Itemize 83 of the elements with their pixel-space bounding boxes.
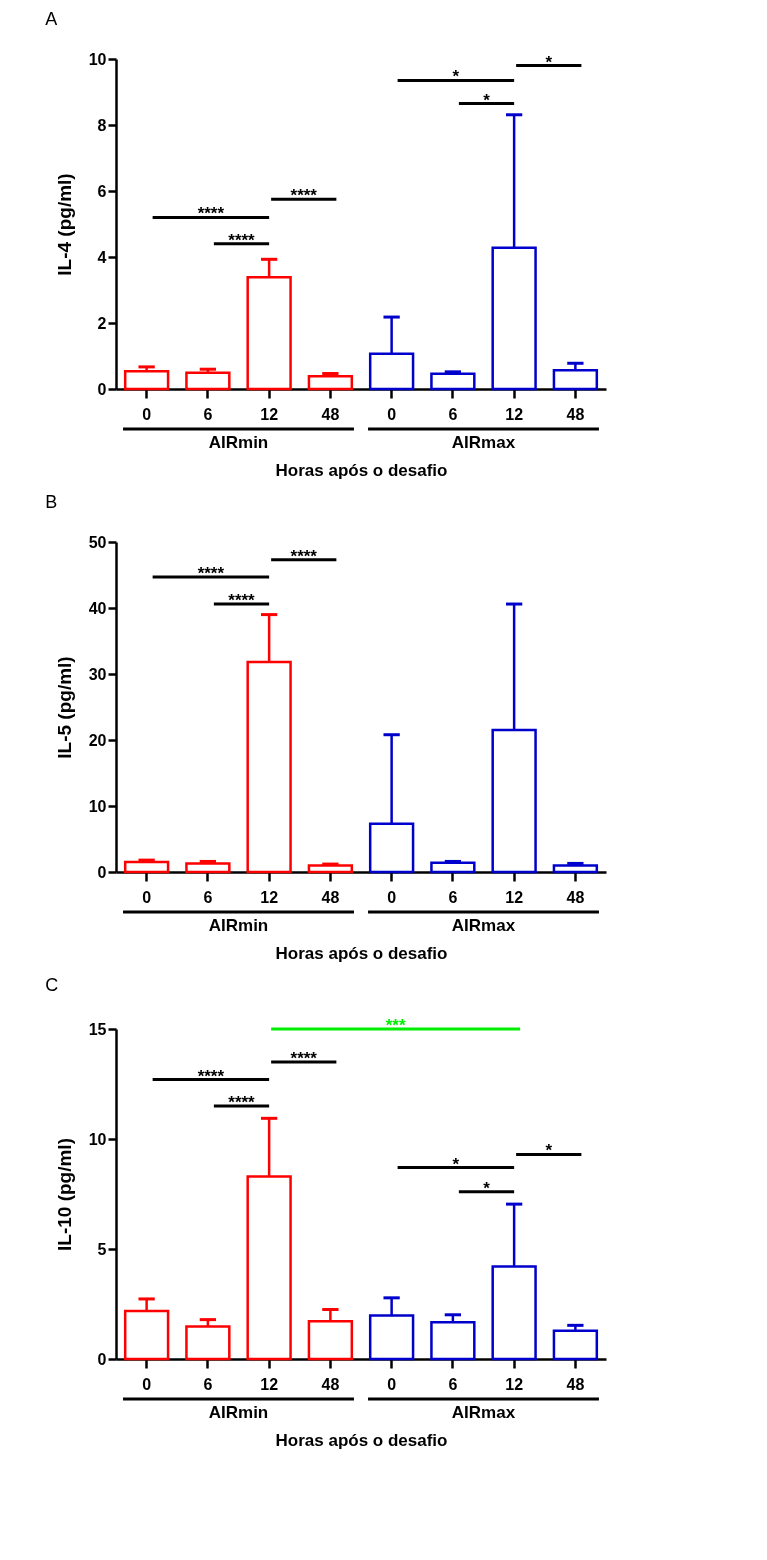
y-tick-label: 10 bbox=[88, 1130, 107, 1148]
y-tick-label: 4 bbox=[97, 248, 107, 266]
bar bbox=[430, 372, 476, 391]
text: AIRmin bbox=[208, 916, 269, 935]
bar bbox=[123, 860, 170, 874]
y-tick-label: 0 bbox=[97, 863, 107, 881]
annotation: * bbox=[483, 90, 491, 110]
bar bbox=[185, 371, 231, 391]
bar bbox=[552, 368, 599, 391]
bar bbox=[307, 864, 354, 874]
x-tick-label: 6 bbox=[448, 1375, 458, 1393]
annotation: **** bbox=[197, 1066, 225, 1086]
x-tick-label: 48 bbox=[321, 405, 340, 423]
y-tick-label: 30 bbox=[88, 665, 107, 683]
x-tick-label: 6 bbox=[203, 405, 213, 423]
annotation: * bbox=[545, 1141, 553, 1161]
y-tick-label: 40 bbox=[88, 599, 107, 617]
text: AIRmin bbox=[208, 1403, 269, 1422]
bar bbox=[430, 861, 476, 874]
annotation: **** bbox=[197, 563, 225, 583]
x-axis-title: Horas após o desafio bbox=[275, 460, 448, 480]
y-tick-label: 6 bbox=[97, 182, 107, 200]
annotation: **** bbox=[290, 186, 318, 206]
chart-title: B bbox=[45, 492, 58, 512]
x-axis-title: Horas após o desafio bbox=[275, 943, 448, 963]
y-tick-label: 15 bbox=[88, 1020, 107, 1038]
x-tick-label: 12 bbox=[260, 405, 279, 423]
chart-title: C bbox=[45, 975, 59, 995]
y-tick-label: 8 bbox=[97, 116, 107, 134]
text: AIRmax bbox=[451, 1403, 516, 1422]
y-tick-label: 10 bbox=[88, 797, 107, 815]
y-tick-label: 10 bbox=[88, 50, 107, 68]
x-tick-label: 48 bbox=[566, 405, 585, 423]
x-tick-label: 12 bbox=[505, 1375, 524, 1393]
x-tick-label: 12 bbox=[505, 888, 524, 906]
x-axis-title: Horas após o desafio bbox=[275, 1430, 448, 1450]
y-axis-title: IL-10 (pg/ml) bbox=[53, 1138, 75, 1251]
y-axis-title: IL-4 (pg/ml) bbox=[53, 173, 75, 276]
bar bbox=[307, 374, 354, 391]
bar bbox=[185, 1325, 231, 1361]
x-tick-label: 48 bbox=[566, 888, 585, 906]
annotation: **** bbox=[228, 1093, 256, 1112]
x-tick-label: 6 bbox=[448, 888, 458, 906]
annotation: * bbox=[483, 1178, 491, 1198]
x-tick-label: 12 bbox=[260, 1375, 279, 1393]
bar bbox=[552, 1329, 599, 1361]
annotation: **** bbox=[228, 230, 256, 250]
x-tick-label: 6 bbox=[203, 888, 213, 906]
x-tick-label: 0 bbox=[142, 1375, 152, 1393]
y-tick-label: 0 bbox=[97, 380, 107, 398]
x-tick-label: 0 bbox=[142, 405, 152, 423]
x-tick-label: 12 bbox=[260, 888, 279, 906]
y-tick-label: 20 bbox=[88, 731, 107, 749]
text: AIRmin bbox=[208, 433, 269, 452]
x-tick-label: 0 bbox=[387, 1375, 397, 1393]
annotation: **** bbox=[290, 546, 318, 566]
annotation: **** bbox=[228, 591, 256, 611]
y-tick-label: 50 bbox=[88, 533, 107, 551]
y-tick-label: 0 bbox=[97, 1350, 107, 1368]
x-tick-label: 6 bbox=[203, 1375, 213, 1393]
text: AIRmax bbox=[451, 916, 516, 935]
x-tick-label: 12 bbox=[505, 405, 524, 423]
x-tick-label: 0 bbox=[387, 405, 397, 423]
x-tick-label: 48 bbox=[566, 1375, 585, 1393]
text: AIRmax bbox=[451, 433, 516, 452]
bar bbox=[123, 369, 170, 391]
x-tick-label: 48 bbox=[321, 888, 340, 906]
y-axis-title: IL-5 (pg/ml) bbox=[53, 656, 75, 759]
y-tick-label: 5 bbox=[97, 1240, 107, 1258]
annotation: * bbox=[452, 67, 460, 87]
annotation: * bbox=[545, 52, 553, 72]
annotation: * bbox=[452, 1154, 460, 1174]
annotation: *** bbox=[385, 1016, 406, 1035]
x-tick-label: 6 bbox=[448, 405, 458, 423]
bar bbox=[185, 862, 231, 874]
x-tick-label: 0 bbox=[142, 888, 152, 906]
x-tick-label: 0 bbox=[387, 888, 397, 906]
chart-title: A bbox=[45, 9, 58, 29]
annotation: **** bbox=[197, 204, 225, 224]
bar bbox=[552, 864, 599, 874]
annotation: **** bbox=[290, 1049, 318, 1068]
y-tick-label: 2 bbox=[97, 314, 107, 332]
x-tick-label: 48 bbox=[321, 1375, 340, 1393]
